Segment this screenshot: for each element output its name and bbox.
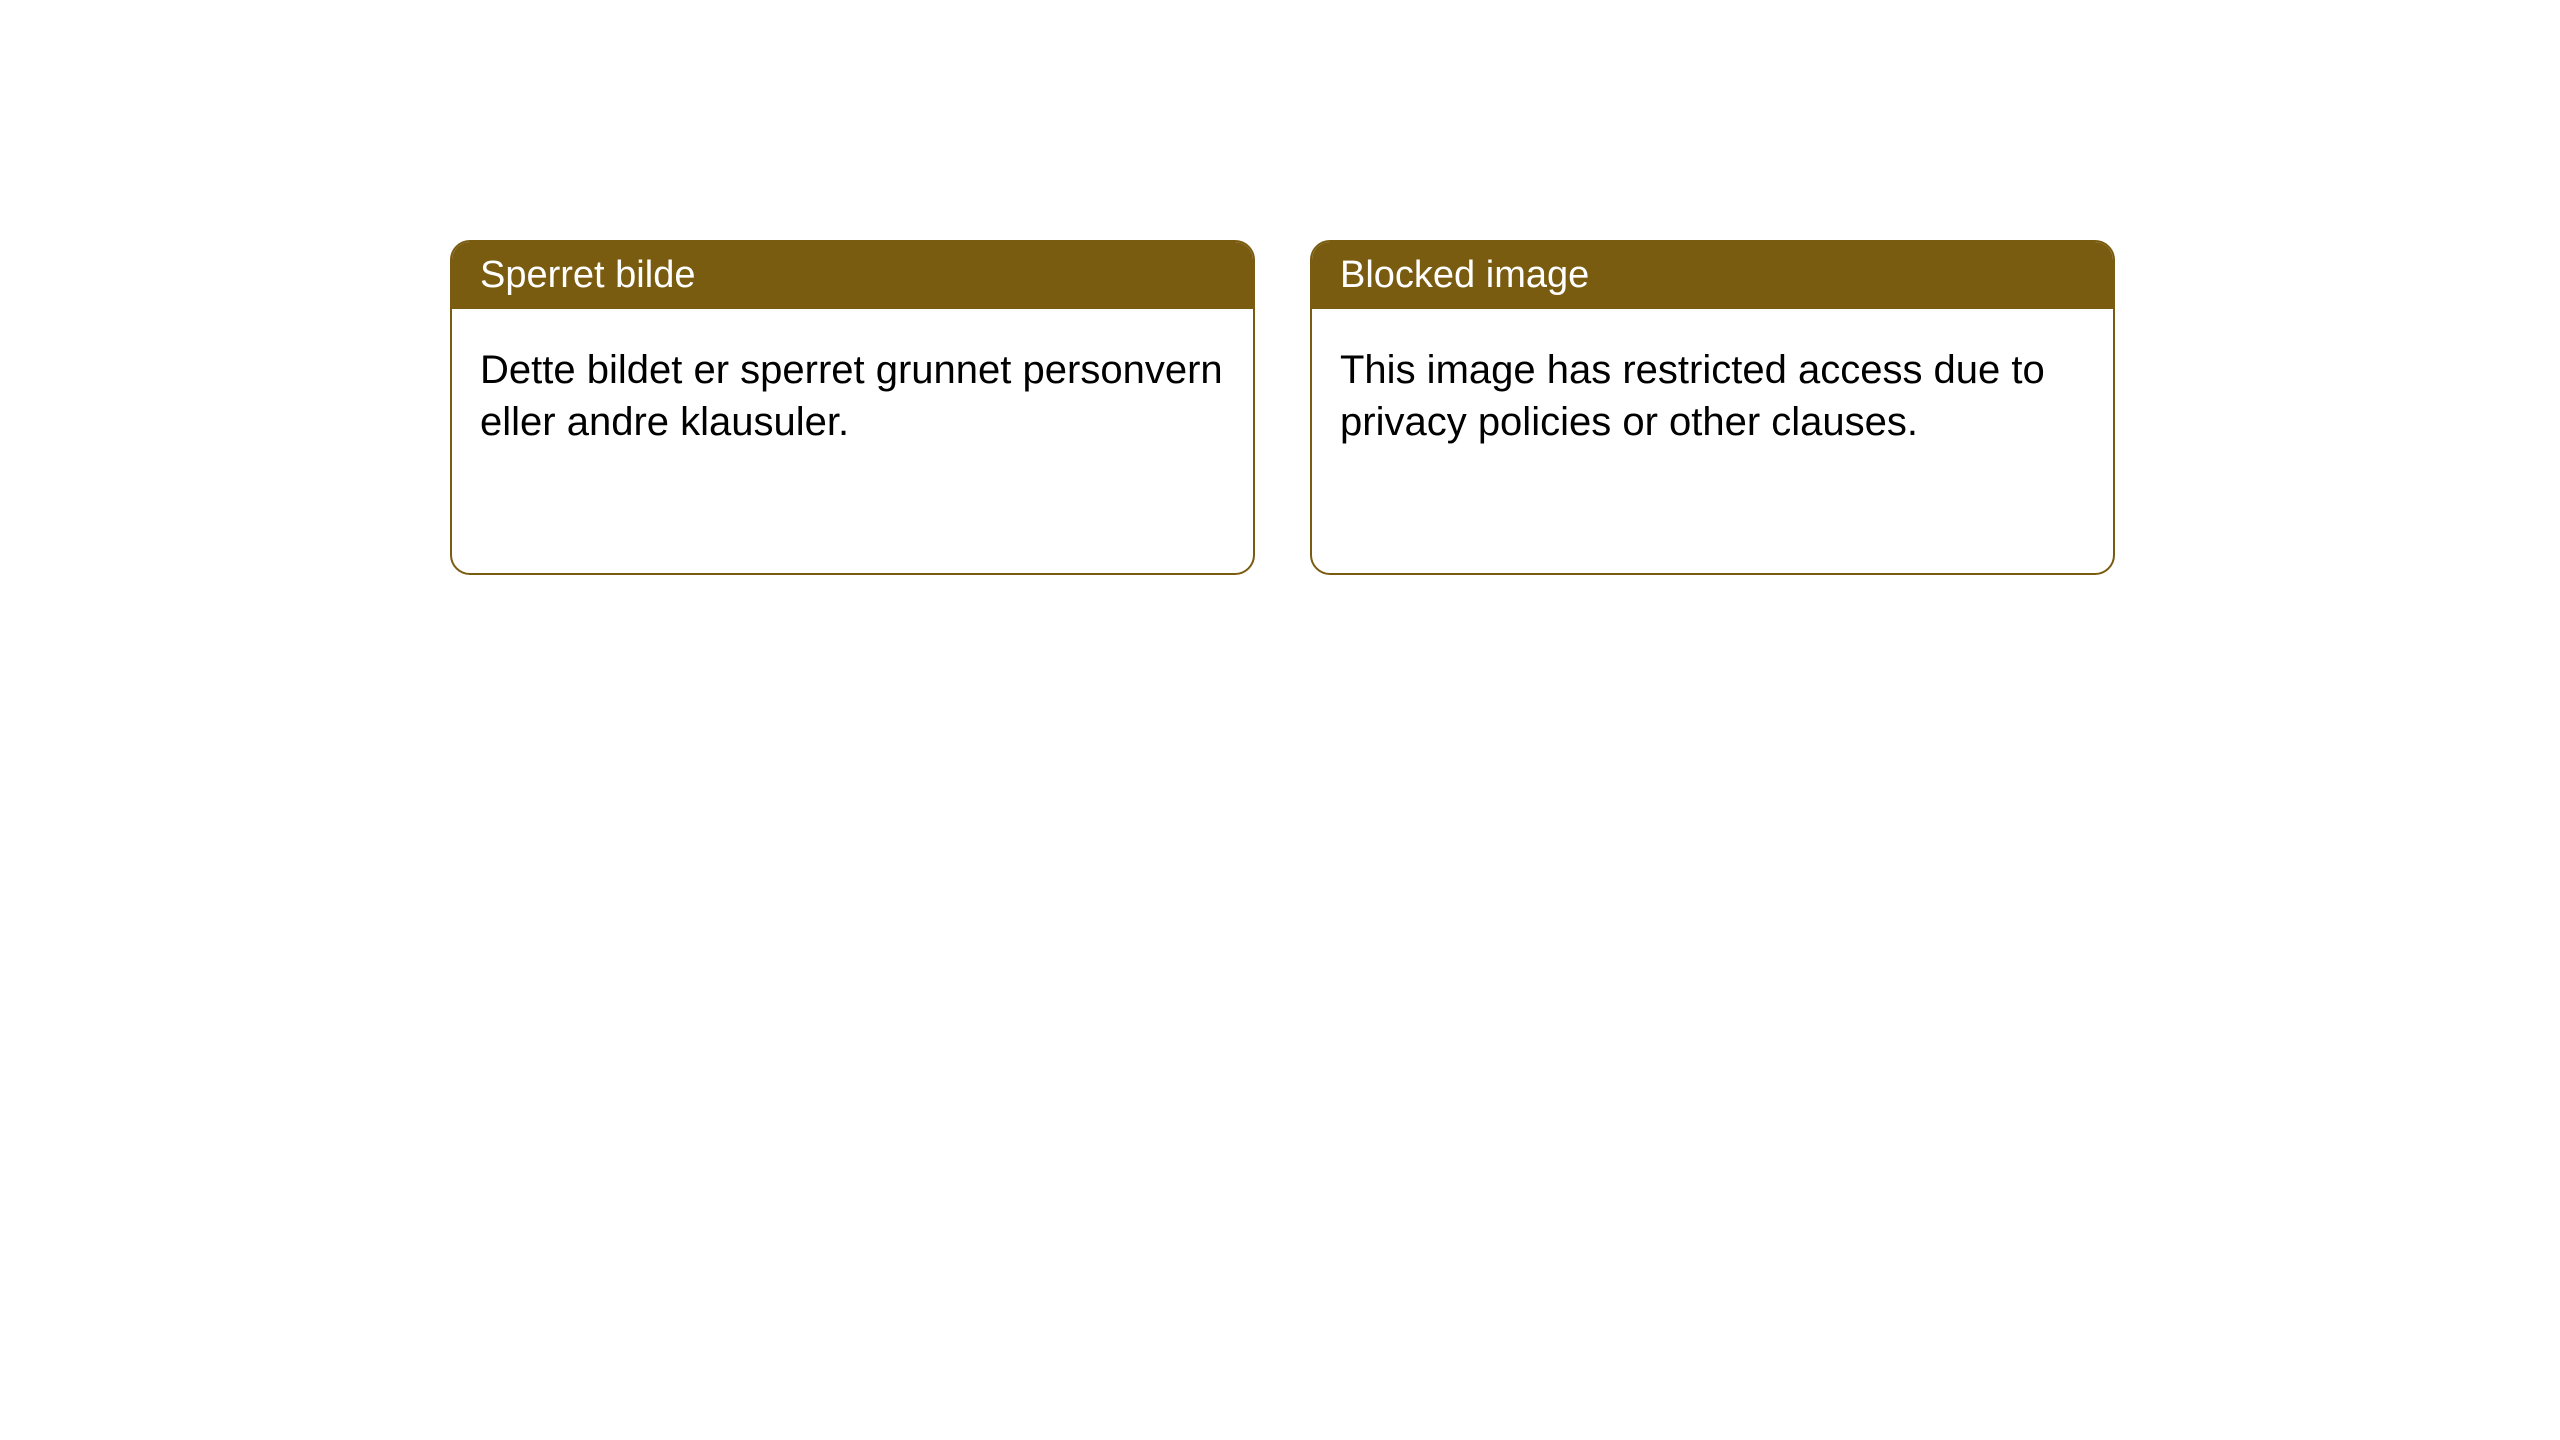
card-body-text: Dette bildet er sperret grunnet personve… [480, 348, 1223, 444]
card-body-text: This image has restricted access due to … [1340, 348, 2045, 444]
notice-card-norwegian: Sperret bilde Dette bildet er sperret gr… [450, 240, 1255, 575]
card-title: Blocked image [1340, 254, 1589, 296]
notice-container: Sperret bilde Dette bildet er sperret gr… [450, 240, 2115, 575]
card-body: Dette bildet er sperret grunnet personve… [452, 309, 1253, 483]
card-title: Sperret bilde [480, 254, 695, 296]
card-header: Blocked image [1312, 242, 2113, 309]
card-header: Sperret bilde [452, 242, 1253, 309]
notice-card-english: Blocked image This image has restricted … [1310, 240, 2115, 575]
card-body: This image has restricted access due to … [1312, 309, 2113, 483]
